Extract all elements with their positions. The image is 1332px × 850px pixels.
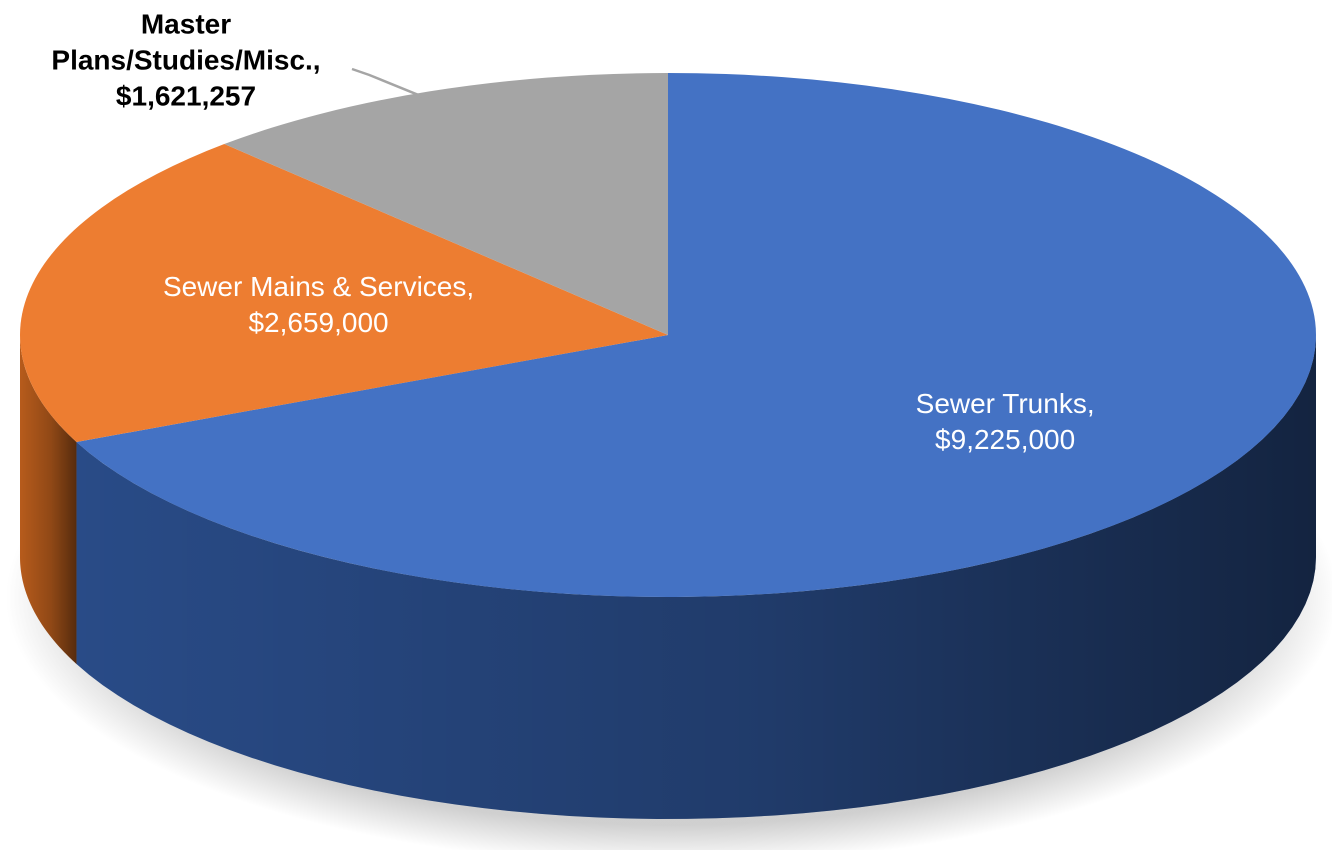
pie-side-walls bbox=[20, 335, 1317, 819]
pie-side-sewer-trunks-shade bbox=[76, 335, 1317, 819]
pie-slice-sewer-trunks bbox=[76, 73, 1317, 597]
pie-slice-sewer-mains-services bbox=[20, 144, 669, 442]
leader-line-master-plans-studies-misc- bbox=[351, 67, 430, 101]
pie-slice-master-plans-studies-misc- bbox=[224, 73, 668, 335]
data-label-master-plans-studies-misc--line1: Master bbox=[141, 8, 231, 39]
data-labels: Sewer Trunks, $9,225,000 Sewer Mains & Ser… bbox=[51, 8, 1094, 454]
data-label-sewer-mains-services-line2: $2,659,000 bbox=[248, 307, 388, 338]
data-label-master-plans-studies-misc--line3: $1,621,257 bbox=[116, 80, 256, 111]
leader-lines bbox=[351, 67, 430, 101]
pie-top-faces bbox=[20, 73, 1317, 597]
data-label-sewer-trunks-line1: Sewer Trunks, bbox=[916, 388, 1095, 419]
pie-side-sewer-mains-services-shade bbox=[20, 335, 77, 664]
data-label-sewer-mains-services-line1: Sewer Mains & Services, bbox=[163, 271, 474, 302]
data-label-master-plans-studies-misc--line2: Plans/Studies/Misc., bbox=[51, 44, 320, 75]
data-label-sewer-trunks-line2: $9,225,000 bbox=[935, 424, 1075, 455]
